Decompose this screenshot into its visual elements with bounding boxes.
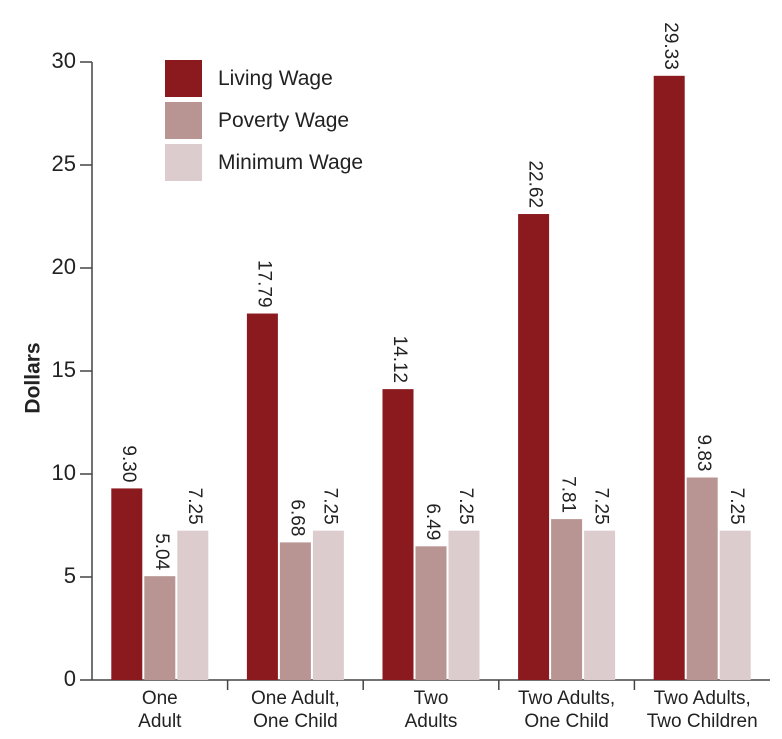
bar-minimum-wage <box>312 530 344 680</box>
bar-living-wage <box>653 75 685 680</box>
x-category-label: One Adult, <box>251 688 340 709</box>
bar-poverty-wage <box>144 576 176 680</box>
data-label: 17.79 <box>253 260 274 308</box>
y-axis-label: Dollars <box>22 342 45 413</box>
legend-swatch <box>165 60 202 97</box>
bar-minimum-wage <box>448 530 480 680</box>
data-label: 6.68 <box>286 499 307 536</box>
bar-minimum-wage <box>177 530 209 680</box>
data-label: 6.49 <box>422 503 443 540</box>
data-label: 5.04 <box>151 533 172 570</box>
legend-label: Living Wage <box>218 67 333 90</box>
data-label: 22.62 <box>525 160 546 208</box>
legend-swatch <box>165 144 202 181</box>
data-label: 7.81 <box>558 476 579 513</box>
bar-living-wage <box>518 214 550 680</box>
data-label: 7.25 <box>184 488 205 525</box>
bar-living-wage <box>111 488 143 680</box>
data-label: 29.33 <box>660 22 681 70</box>
bar-living-wage <box>246 313 278 680</box>
legend-swatch <box>165 102 202 139</box>
bar-poverty-wage <box>551 519 583 680</box>
data-labels: 9.30 5.04 7.25 17.79 6.68 7.25 14.12 6.49 7.25 22… <box>118 22 747 570</box>
data-label: 7.25 <box>591 488 612 525</box>
x-category-label: Two Children <box>647 711 758 732</box>
data-label: 9.30 <box>118 445 139 482</box>
x-category-label: One <box>142 688 178 709</box>
y-axis: 0 5 10 15 20 25 30 <box>52 48 93 691</box>
y-tick-label: 15 <box>52 357 76 382</box>
x-category-label: Adults <box>405 711 458 732</box>
data-label: 9.83 <box>693 435 714 472</box>
legend: Living Wage Poverty Wage Minimum Wage <box>165 60 363 181</box>
y-tick-label: 0 <box>64 666 76 691</box>
bar-poverty-wage <box>279 542 311 680</box>
x-category-label: Two <box>414 688 449 709</box>
bar-minimum-wage <box>584 530 616 680</box>
x-category-label: Two Adults, <box>518 688 615 709</box>
data-label: 7.25 <box>726 488 747 525</box>
y-tick-label: 25 <box>52 151 76 176</box>
y-tick-label: 10 <box>52 460 76 485</box>
x-category-label: One Child <box>524 711 609 732</box>
y-tick-label: 30 <box>52 48 76 73</box>
x-category-label: Adult <box>138 711 182 732</box>
bar-poverty-wage <box>686 477 718 680</box>
data-label: 14.12 <box>389 336 410 384</box>
bar-minimum-wage <box>719 530 751 680</box>
bar-poverty-wage <box>415 546 447 680</box>
bar-living-wage <box>382 389 414 680</box>
legend-label: Poverty Wage <box>218 109 349 132</box>
bars <box>111 75 751 680</box>
data-label: 7.25 <box>319 488 340 525</box>
y-tick-label: 5 <box>64 563 76 588</box>
x-category-label: One Child <box>253 711 338 732</box>
data-label: 7.25 <box>455 488 476 525</box>
x-category-label: Two Adults, <box>654 688 751 709</box>
legend-label: Minimum Wage <box>218 151 363 174</box>
y-tick-label: 20 <box>52 254 76 279</box>
